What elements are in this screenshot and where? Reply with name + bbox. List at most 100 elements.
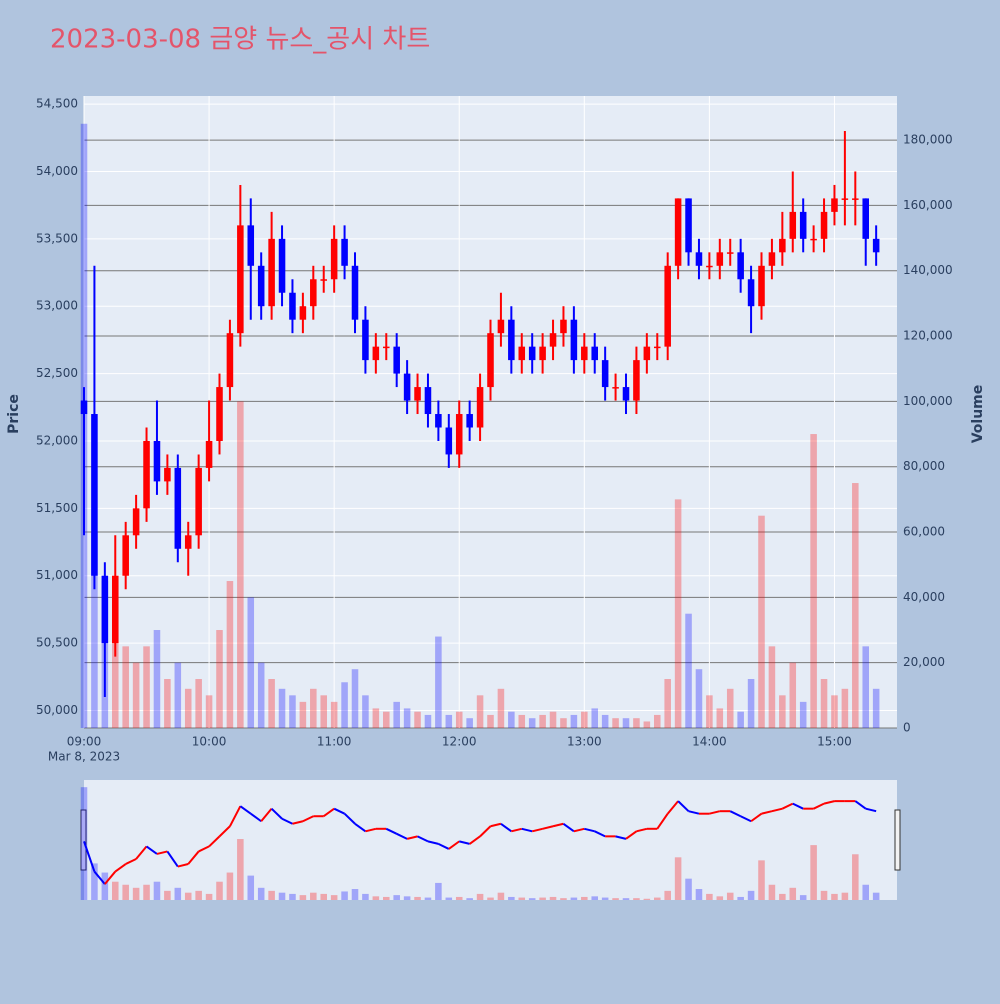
- mini-price-segment: [448, 840, 460, 850]
- mini-volume-bar: [466, 898, 473, 900]
- candle-body: [591, 346, 599, 361]
- mini-volume-bar: [497, 892, 505, 900]
- mini-price-segment: [709, 810, 721, 815]
- mini-volume-bar: [257, 887, 265, 900]
- mini-price-segment: [458, 840, 470, 845]
- candle-body: [601, 360, 609, 388]
- x-tick-label: 11:00: [317, 735, 352, 749]
- y-tick-label: 52,000: [36, 433, 78, 447]
- candle-body: [372, 346, 380, 361]
- volume-bar: [549, 711, 557, 728]
- candle-body: [362, 319, 369, 361]
- mini-price-segment: [584, 827, 595, 833]
- range-handle-right[interactable]: [894, 809, 901, 871]
- volume-bar: [299, 701, 307, 728]
- candle-body: [164, 467, 171, 482]
- candle-body: [622, 387, 630, 401]
- volume-bar: [372, 708, 380, 728]
- mini-price-segment: [406, 835, 418, 840]
- x-axis-date: Mar 8, 2023: [48, 750, 120, 764]
- volume-bar: [257, 662, 265, 728]
- mini-volume-bar: [643, 898, 651, 900]
- mini-volume-bar: [591, 896, 599, 900]
- volume-bar: [664, 679, 671, 728]
- mini-price-segment: [396, 832, 408, 840]
- mini-volume-bar: [310, 892, 317, 900]
- y2-tick-label: 160,000: [903, 198, 953, 212]
- y-axis-title: Price: [6, 394, 22, 434]
- candle-body: [789, 211, 797, 239]
- candle-body: [831, 198, 838, 212]
- candle-body: [779, 238, 786, 253]
- candle-body: [487, 333, 494, 388]
- volume-bar: [237, 401, 244, 728]
- volume-bar: [758, 515, 765, 728]
- mini-price-segment: [562, 822, 575, 833]
- candle-body: [101, 575, 109, 644]
- candle-body: [195, 467, 202, 536]
- candle-body: [226, 333, 234, 388]
- volume-bar: [872, 688, 880, 728]
- volume-bar: [132, 662, 140, 728]
- volume-bar: [195, 679, 202, 728]
- y2-tick-label: 120,000: [903, 329, 953, 343]
- candle-body: [143, 440, 150, 509]
- candle-body: [476, 387, 484, 428]
- volume-bar: [143, 646, 150, 728]
- volume-bar: [153, 630, 161, 728]
- mini-price-segment: [250, 812, 262, 823]
- x-tick-label: 10:00: [192, 735, 227, 749]
- y-tick-label: 51,500: [36, 501, 78, 515]
- mini-price-segment: [865, 807, 877, 813]
- mini-price-segment: [343, 812, 356, 825]
- volume-bar: [278, 688, 286, 728]
- range-slider[interactable]: [84, 780, 897, 900]
- mini-price-segment: [521, 827, 533, 833]
- mini-price-segment: [729, 810, 742, 818]
- volume-bar: [164, 679, 171, 728]
- mini-volume-bar: [799, 895, 807, 900]
- volume-bar: [747, 679, 755, 728]
- volume-bar: [695, 669, 703, 728]
- mini-volume-bar: [779, 893, 786, 900]
- volume-bar: [351, 669, 359, 728]
- mini-volume-bar: [445, 897, 453, 900]
- mini-volume-bar: [549, 896, 557, 900]
- candle-body: [747, 279, 755, 307]
- mini-volume-bar: [664, 890, 671, 900]
- candle-body: [455, 414, 463, 455]
- mini-volume-bar: [612, 898, 619, 900]
- candle-body: [872, 238, 880, 253]
- volume-bar: [268, 679, 275, 728]
- y2-tick-label: 60,000: [903, 525, 945, 539]
- candle-body: [351, 265, 359, 320]
- mini-volume-bar: [111, 881, 119, 900]
- candle-body: [549, 333, 557, 347]
- mini-volume-bar: [351, 889, 359, 900]
- volume-bar: [341, 682, 348, 728]
- candle-body: [466, 414, 473, 428]
- mini-volume-bar: [174, 887, 182, 900]
- mini-price-segment: [813, 802, 825, 810]
- mini-volume-bar: [726, 892, 734, 900]
- mini-volume-bar: [487, 897, 494, 900]
- mini-volume-bar: [362, 893, 369, 900]
- volume-bar: [601, 714, 609, 728]
- mini-price-segment: [229, 805, 242, 827]
- candle-body: [528, 346, 536, 361]
- mini-price-segment: [771, 807, 783, 813]
- volume-bar: [539, 714, 546, 728]
- y2-tick-label: 20,000: [903, 655, 945, 669]
- candle-body: [508, 319, 515, 361]
- mini-price-segment: [761, 810, 773, 815]
- mini-price-segment: [740, 815, 752, 823]
- range-handle-left[interactable]: [80, 809, 87, 871]
- volume-bar: [226, 581, 234, 728]
- y-tick-label: 51,000: [36, 568, 78, 582]
- mini-price-segment: [292, 820, 304, 825]
- candle-body: [310, 279, 317, 307]
- mini-volume-bar: [570, 897, 578, 900]
- mini-volume-bar: [101, 872, 109, 900]
- mini-price-segment: [666, 800, 679, 815]
- mini-volume-bar: [226, 872, 234, 900]
